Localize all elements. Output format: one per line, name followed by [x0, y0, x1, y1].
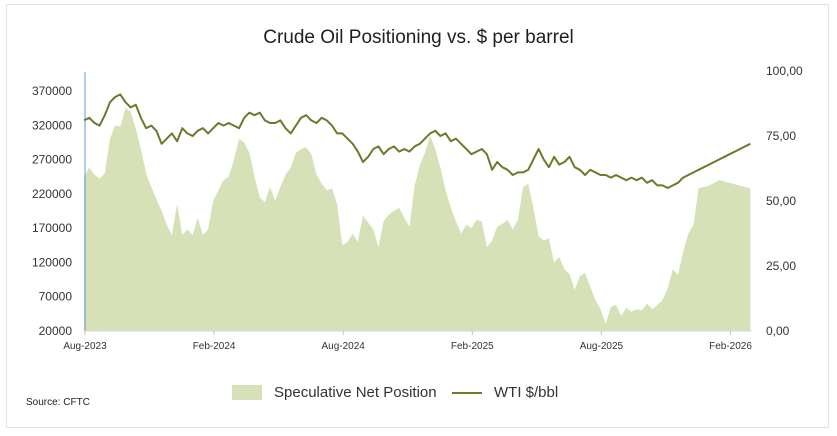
- series-line-wti: [83, 93, 751, 189]
- x-tick-label: Aug-2025: [580, 341, 624, 352]
- y-left-tick-label: 320000: [32, 118, 72, 132]
- x-tick-label: Feb-2026: [709, 341, 752, 352]
- legend-label-wti: WTI $/bbl: [494, 384, 559, 401]
- y-left-tick-label: 270000: [32, 153, 72, 167]
- y-left-tick-label: 120000: [32, 255, 72, 269]
- x-tick-label: Aug-2023: [63, 341, 107, 352]
- x-tick-label: Aug-2024: [322, 341, 366, 352]
- y-right-tick-label: 75,00: [766, 129, 796, 143]
- legend-swatch-line: [452, 391, 482, 394]
- y-left-tick-label: 170000: [32, 221, 72, 235]
- y-right-tick-label: 50,00: [766, 194, 796, 208]
- x-tick-label: Feb-2025: [451, 341, 494, 352]
- y-right-tick-label: 0,00: [766, 324, 790, 338]
- legend-item-net-position: Speculative Net Position: [232, 384, 437, 401]
- y-right-tick-label: 100,00: [766, 64, 803, 78]
- y-left-tick-label: 370000: [32, 84, 72, 98]
- legend-swatch-area: [232, 385, 262, 400]
- y-left-tick-label: 220000: [32, 187, 72, 201]
- y-left-tick-label: 70000: [39, 290, 73, 304]
- source-note: Source: CFTC: [26, 397, 90, 408]
- series-area-net-position: [84, 108, 751, 331]
- legend-label-net-position: Speculative Net Position: [274, 384, 437, 401]
- x-tick-label: Feb-2024: [193, 341, 236, 352]
- legend-item-wti: WTI $/bbl: [452, 384, 558, 401]
- chart-legend: Speculative Net Position WTI $/bbl: [0, 384, 837, 406]
- y-right-tick-label: 25,00: [766, 259, 796, 273]
- y-left-tick-label: 20000: [39, 324, 73, 338]
- chart-title: Crude Oil Positioning vs. $ per barrel: [263, 27, 574, 48]
